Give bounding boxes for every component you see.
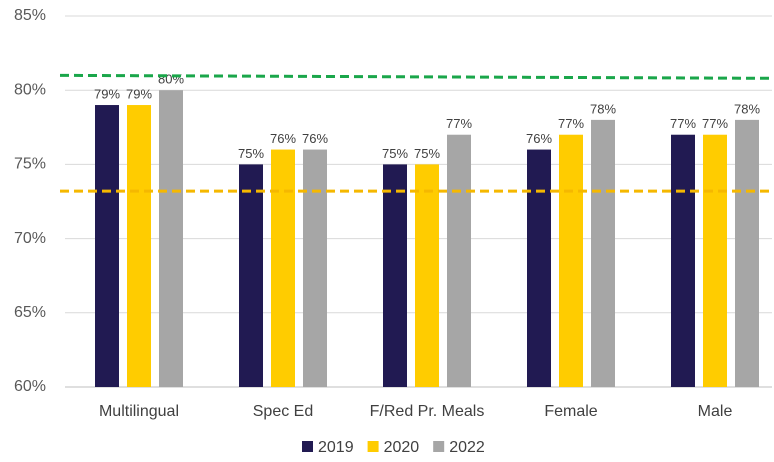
data-label: 77% — [670, 116, 696, 131]
y-tick-label: 60% — [14, 378, 46, 395]
bar — [303, 149, 327, 387]
legend-label: 2019 — [318, 439, 354, 456]
bar — [127, 105, 151, 387]
data-label: 78% — [590, 101, 616, 116]
data-label: 77% — [446, 116, 472, 131]
bar — [559, 134, 583, 387]
legend-swatch — [433, 441, 445, 452]
data-label: 76% — [302, 131, 328, 146]
data-label: 77% — [558, 116, 584, 131]
legend-label: 2020 — [384, 439, 420, 456]
legend-swatch — [367, 441, 379, 452]
data-label: 80% — [158, 72, 184, 87]
bar — [703, 134, 727, 387]
y-tick-label: 80% — [14, 81, 46, 98]
data-label: 75% — [382, 146, 408, 161]
y-tick-label: 75% — [14, 156, 46, 173]
data-label: 76% — [526, 131, 552, 146]
x-tick-label: Multilingual — [99, 403, 179, 420]
bar — [447, 134, 471, 387]
y-tick-label: 85% — [14, 7, 46, 24]
x-tick-label: Female — [544, 403, 597, 420]
bar — [527, 149, 551, 387]
y-tick-label: 70% — [14, 230, 46, 247]
y-tick-label: 65% — [14, 304, 46, 321]
bar — [239, 164, 263, 387]
bar — [159, 90, 183, 387]
x-tick-label: Male — [698, 403, 733, 420]
bar — [735, 119, 759, 387]
data-label: 76% — [270, 131, 296, 146]
bar — [383, 164, 407, 387]
legend-swatch — [302, 441, 313, 452]
reference-line — [59, 73, 774, 80]
bar — [671, 134, 695, 387]
x-tick-label: F/Red Pr. Meals — [370, 403, 485, 420]
data-label: 79% — [126, 86, 152, 101]
bar — [415, 164, 439, 387]
data-label: 75% — [414, 146, 440, 161]
data-label: 79% — [94, 86, 120, 101]
legend-label: 2022 — [449, 439, 485, 456]
bar — [591, 119, 615, 387]
data-label: 78% — [734, 101, 760, 116]
data-label: 77% — [702, 116, 728, 131]
bar — [95, 105, 119, 387]
bar — [271, 149, 295, 387]
data-label: 75% — [238, 146, 264, 161]
x-tick-label: Spec Ed — [253, 403, 313, 420]
